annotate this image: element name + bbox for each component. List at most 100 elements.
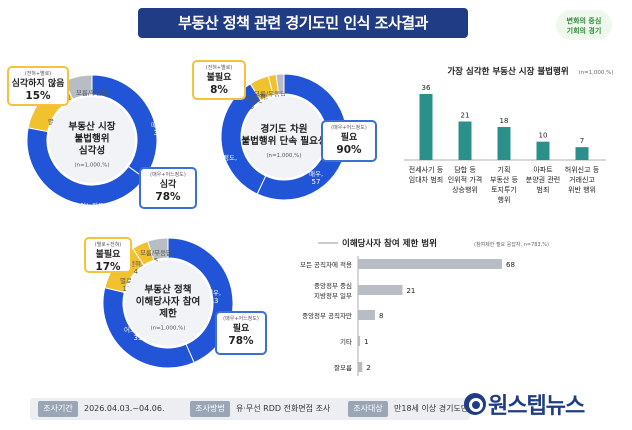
hbar-chart-title: 이해당사자 참여 제한 범위 — [342, 238, 437, 249]
donut-center-label: 불법행위 — [75, 133, 110, 145]
bar — [536, 141, 550, 160]
slice-value: 4 — [134, 268, 139, 276]
bar-chart-note: (n=1,000,%) — [578, 70, 613, 76]
bar-category-label: 범죄 — [537, 185, 550, 194]
slice-label: 어느정도, — [80, 201, 106, 210]
bar-chart-title: 가장 심각한 부동산 시장 불법행위 — [447, 66, 568, 77]
bar-category-label: 토지투기 — [491, 185, 517, 194]
bar-category-label: 거래신고 — [569, 175, 595, 184]
slice-value: 5 — [250, 103, 254, 111]
slice-label: 모름/무응답 — [254, 90, 286, 98]
bar-category-label: 전세사기 등 — [409, 165, 444, 174]
hbar-category-label: 모든 공직자에 적용 — [300, 260, 352, 269]
donut-slice — [63, 74, 93, 100]
bar-value-label: 21 — [461, 112, 470, 120]
slice-value: 34 — [219, 162, 228, 170]
survey-info-bar: 조사기간 2026.04.03.~04.06. 조사방법 유·무선 RDD 전화… — [30, 398, 470, 420]
hbar — [358, 336, 361, 346]
donut-center-label: 경기도 차원 — [260, 123, 307, 135]
slice-label: 매우, — [151, 121, 165, 129]
hbar-chart-note: (참여제한 필요 응답자, n=783,%) — [474, 241, 549, 248]
brand-badge: 변화의 중심 기회의 경기 — [556, 10, 612, 40]
callout-label: 필요 — [233, 322, 250, 334]
hbar-value-label: 68 — [506, 261, 515, 269]
page-title: 부동산 정책 관련 경기도민 인식 조사결과 — [178, 14, 428, 32]
donut-sample-note: (n=1,000,%) — [266, 153, 301, 159]
bar-category-label: 아파트 — [533, 165, 553, 174]
hbar — [358, 362, 363, 372]
bar-category-label: 기획 — [498, 165, 511, 174]
hbar-category-label: 기타 — [340, 337, 352, 346]
hbar-value-label: 1 — [364, 338, 368, 346]
callout-label: 불필요 — [207, 71, 233, 83]
donut-center-label: 이해당사자 참여 — [136, 296, 201, 308]
hbar-category-label: 잘모름 — [334, 364, 352, 372]
donut-center — [243, 96, 325, 178]
donut-slice — [147, 237, 169, 261]
bar-value-label: 7 — [580, 137, 584, 145]
callout-value: 15% — [25, 90, 51, 102]
donut-sample-note: (n=1,000,%) — [150, 326, 185, 332]
callout-label: 심각 — [160, 178, 177, 190]
slice-label: 별로, — [120, 276, 134, 285]
slice-value: 35 — [154, 129, 163, 137]
callout-box — [7, 66, 69, 106]
page-title-bar: 부동산 정책 관련 경기도민 인식 조사결과 — [138, 8, 468, 38]
bar-category-label: 위반 행위 — [568, 185, 596, 194]
period-value: 2026.04.03.~04.06. — [84, 404, 165, 413]
bar-category-label: 임대차 범죄 — [409, 175, 443, 184]
donut-center — [125, 260, 211, 346]
bar-value-label: 36 — [422, 84, 431, 92]
slice-label: 별로, — [245, 94, 259, 103]
callout-sub: (전혀+별로) — [25, 70, 52, 77]
period-label: 조사기간 — [38, 401, 78, 417]
slice-value: 12 — [123, 285, 132, 293]
slice-label: 매우, — [309, 170, 323, 178]
bar-category-label: 상승행위 — [452, 185, 478, 194]
donut-slice — [275, 73, 285, 95]
donut-slice — [26, 127, 146, 206]
bar-category-label: 인위적 가격 — [448, 175, 482, 184]
bar-category-label: 분양권 관련 — [526, 175, 560, 184]
brand-line-2: 기회의 경기 — [566, 27, 602, 35]
hbar-value-label: 21 — [406, 287, 415, 295]
slice-label: 전혀, — [254, 92, 268, 101]
slice-value: 43 — [210, 297, 219, 305]
bar — [419, 94, 433, 160]
slice-label: 매우, — [207, 289, 221, 297]
hbar-category-label: 중앙정부 공직자만 — [302, 311, 352, 320]
callout-value: 90% — [336, 144, 362, 156]
callout-value: 17% — [95, 261, 121, 273]
callout-box — [192, 60, 246, 100]
donut-center-label: 부동산 정책 — [144, 284, 191, 296]
method-value: 유·무선 RDD 전화면접 조사 — [236, 404, 331, 413]
callout-value: 78% — [155, 191, 181, 203]
hbar-category-label: 지방정부 일부 — [314, 291, 352, 300]
callout-label: 불필요 — [96, 248, 122, 260]
bar-category-label: 담합 등 — [454, 165, 476, 174]
target-label: 조사대상 — [348, 401, 388, 417]
callout-box — [321, 120, 377, 162]
donut-center-label: 불법행위 단속 필요성 — [241, 135, 326, 147]
callout-box — [139, 167, 197, 209]
hbar-value-label: 8 — [379, 312, 383, 320]
brand-line-1: 변화의 중심 — [566, 17, 602, 25]
callout-sub: (별로+전혀) — [95, 241, 122, 248]
bar-value-label: 18 — [500, 117, 509, 125]
donut-center — [49, 97, 135, 183]
target-value: 만18세 이상 경기도민 — [394, 404, 469, 413]
donut-center-label: 심각성 — [79, 145, 105, 157]
hbar — [358, 310, 375, 320]
slice-label: 모름/무응답 — [76, 89, 108, 97]
logo-mark-icon — [464, 393, 486, 415]
slice-label: 어느 정도, — [209, 153, 237, 162]
hbar — [358, 285, 403, 295]
bar-category-label: 행위 — [498, 195, 511, 204]
bar — [497, 127, 511, 160]
callout-sub: (전혀+별로) — [206, 64, 233, 71]
bar-category-label: 허위신고 등 — [565, 165, 600, 174]
logo-text: 원스텝뉴스 — [488, 394, 585, 419]
bar — [458, 121, 472, 160]
slice-value: 43 — [89, 210, 98, 218]
